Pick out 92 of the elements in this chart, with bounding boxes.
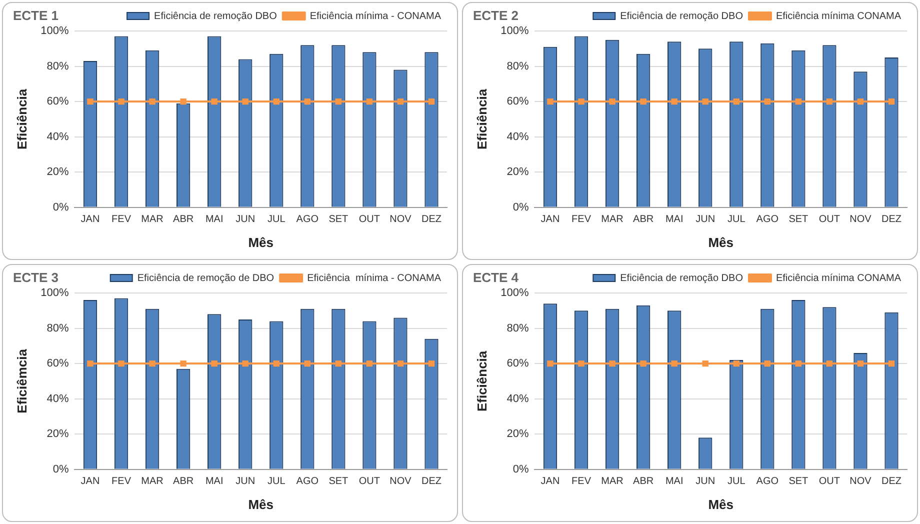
x-tick-label: JUL <box>727 214 746 226</box>
x-tick-label: JAN <box>540 476 560 488</box>
y-axis-title: Eficiêmcia <box>14 348 30 414</box>
x-tick-label: OUT <box>358 214 380 226</box>
x-tick-label: JAN <box>80 476 100 488</box>
x-tick-label: AGO <box>296 214 319 226</box>
y-tick-label: 80% <box>506 60 529 72</box>
x-tick-label: JUL <box>267 476 286 488</box>
x-tick-label: MAI <box>205 476 224 488</box>
x-tick-label: JAN <box>80 214 100 226</box>
y-tick-label: 80% <box>506 322 529 334</box>
y-tick-label: 80% <box>46 60 69 72</box>
chart-title: ECTE 2 <box>473 8 519 23</box>
x-tick-label: MAI <box>665 476 684 488</box>
x-tick-label: DEZ <box>881 476 902 488</box>
y-axis-title: Eficiência <box>14 88 30 150</box>
x-tick-label: SET <box>328 214 348 226</box>
y-tick-label: 0% <box>512 201 529 214</box>
legend-label: Eficiência de remoção DBO <box>154 10 278 22</box>
x-tick-label: AGO <box>756 214 779 226</box>
x-tick-label: MAR <box>141 476 164 488</box>
x-tick-label: JUL <box>727 476 746 488</box>
legend-label: Eficiência mínima CONAMA <box>776 10 902 22</box>
y-tick-label: 40% <box>506 392 529 405</box>
x-tick-label: MAR <box>141 214 164 226</box>
legend-label: Eficiência mínima - CONAMA <box>310 10 442 22</box>
y-axis-title: Eficiência <box>474 88 490 150</box>
x-tick-label: NOV <box>850 476 872 488</box>
x-tick-label: FEV <box>112 214 132 226</box>
y-tick-label: 20% <box>46 166 69 178</box>
x-tick-label: OUT <box>358 476 380 488</box>
x-tick-label: JUN <box>696 476 716 488</box>
y-tick-label: 0% <box>52 201 69 214</box>
x-tick-label: FEV <box>112 476 132 488</box>
x-tick-label: MAI <box>665 214 684 226</box>
chart-title: ECTE 4 <box>473 270 519 285</box>
x-tick-label: ABR <box>173 476 194 488</box>
x-tick-label: ABR <box>633 476 654 488</box>
x-tick-label: ABR <box>633 214 654 226</box>
x-tick-label: SET <box>788 476 808 488</box>
x-tick-label: NOV <box>390 476 412 488</box>
y-tick-label: 80% <box>46 322 69 334</box>
x-tick-label: JUL <box>267 214 286 226</box>
chart-title: ECTE 3 <box>13 270 59 285</box>
x-tick-label: JUN <box>236 476 256 488</box>
x-axis-title: Mês <box>248 496 274 512</box>
y-tick-label: 60% <box>506 358 529 370</box>
legend-label: Eficiência de remoção DBO <box>620 272 744 284</box>
legend-label: Eficiência mínima CONAMA <box>776 272 902 284</box>
x-tick-label: DEZ <box>421 214 442 226</box>
x-tick-label: NOV <box>850 214 872 226</box>
y-tick-label: 60% <box>506 96 529 108</box>
y-axis-title: Eficiência <box>474 350 490 412</box>
x-tick-label: AGO <box>296 476 319 488</box>
x-tick-label: DEZ <box>421 476 442 488</box>
y-tick-label: 100% <box>40 25 69 38</box>
x-axis-title: Mês <box>708 234 734 250</box>
x-tick-label: SET <box>788 214 808 226</box>
x-tick-label: MAR <box>601 476 624 488</box>
y-tick-label: 100% <box>500 287 529 300</box>
x-axis-title: Mês <box>708 496 734 512</box>
x-tick-label: ABR <box>173 214 194 226</box>
y-tick-label: 60% <box>46 358 69 370</box>
y-tick-label: 20% <box>46 428 69 440</box>
y-tick-label: 60% <box>46 96 69 108</box>
x-tick-label: MAI <box>205 214 224 226</box>
y-tick-label: 20% <box>506 166 529 178</box>
x-axis-title: Mês <box>248 234 274 250</box>
x-tick-label: FEV <box>572 476 592 488</box>
x-tick-label: JUN <box>236 214 256 226</box>
x-tick-label: FEV <box>572 214 592 226</box>
y-tick-label: 0% <box>512 463 529 476</box>
x-tick-label: MAR <box>601 214 624 226</box>
y-tick-label: 100% <box>40 287 69 300</box>
x-tick-label: OUT <box>818 214 840 226</box>
y-tick-label: 40% <box>506 130 529 143</box>
x-tick-label: SET <box>328 476 348 488</box>
y-tick-label: 20% <box>506 428 529 440</box>
y-tick-label: 40% <box>46 392 69 405</box>
legend-label: Eficiência mínima - CONAMA <box>307 272 442 284</box>
x-tick-label: NOV <box>390 214 412 226</box>
y-tick-label: 0% <box>52 463 69 476</box>
chart-title: ECTE 1 <box>13 8 59 23</box>
x-tick-label: DEZ <box>881 214 902 226</box>
y-tick-label: 100% <box>500 25 529 38</box>
legend-label: Eficiência de remoção de DBO <box>137 272 274 284</box>
x-tick-label: AGO <box>756 476 779 488</box>
x-tick-label: JAN <box>540 214 560 226</box>
legend-label: Eficiência de remoção DBO <box>620 10 744 22</box>
x-tick-label: OUT <box>818 476 840 488</box>
y-tick-label: 40% <box>46 130 69 143</box>
x-tick-label: JUN <box>696 214 716 226</box>
